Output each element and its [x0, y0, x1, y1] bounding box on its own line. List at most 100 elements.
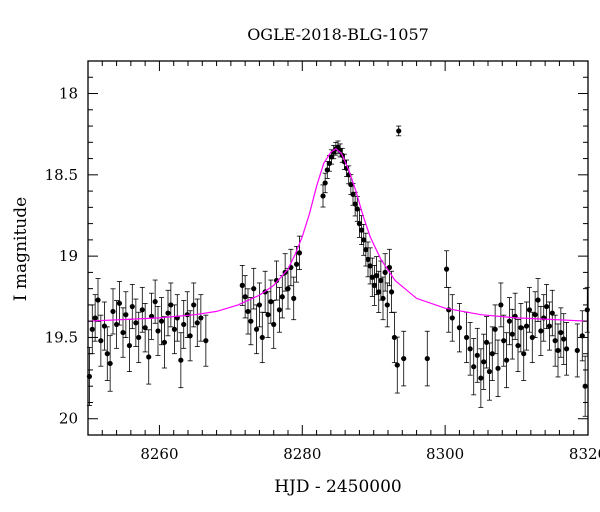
y-tick-label: 19 [59, 247, 78, 265]
data-point [181, 321, 187, 328]
data-point [259, 334, 265, 341]
data-point [552, 338, 558, 344]
data-point [449, 315, 455, 321]
data-point [253, 326, 260, 332]
data-point [456, 325, 463, 331]
data-point [279, 294, 285, 300]
chart-title: OGLE-2018-BLG-1057 [247, 25, 429, 44]
y-tick-label: 19.5 [45, 328, 78, 346]
data-point [322, 180, 328, 186]
data-point [276, 307, 283, 313]
data-point [110, 308, 116, 315]
data-point [474, 352, 480, 358]
data-point [129, 303, 135, 310]
data-point [293, 261, 300, 267]
data-point [242, 294, 248, 300]
data-point [543, 303, 550, 310]
data-point [248, 318, 254, 324]
data-point [376, 289, 382, 295]
data-point [239, 282, 245, 288]
data-point [463, 334, 470, 341]
data-point [382, 269, 388, 275]
data-point [296, 250, 303, 256]
data-point [123, 312, 129, 318]
data-point [161, 339, 168, 345]
data-point [194, 320, 200, 326]
data-point [498, 302, 504, 308]
data-point [98, 338, 104, 344]
data-point [506, 318, 513, 324]
data-point [561, 336, 567, 342]
data-point [503, 357, 510, 363]
data-point [285, 286, 291, 292]
data-point [352, 201, 358, 207]
data-point [354, 206, 360, 212]
data-point [328, 154, 335, 160]
data-point [378, 277, 384, 284]
data-point [92, 315, 98, 321]
data-point [256, 302, 263, 308]
data-point [486, 368, 493, 375]
data-point [350, 191, 356, 197]
data-point [483, 339, 490, 345]
data-point [365, 256, 371, 262]
data-point [268, 299, 274, 305]
y-axis-title: I magnitude [11, 197, 31, 301]
data-point [509, 331, 515, 337]
data-point [380, 295, 386, 302]
data-point [104, 351, 110, 357]
data-point [501, 338, 507, 344]
data-point [191, 302, 197, 308]
data-point [443, 266, 450, 272]
data-point [515, 342, 521, 349]
data-point [358, 227, 365, 233]
data-point [401, 355, 407, 362]
data-point [356, 221, 363, 227]
model-layer [87, 148, 589, 322]
data-point [388, 289, 395, 295]
data-point [532, 312, 538, 318]
x-tick-label: 8280 [283, 445, 321, 463]
data-point [101, 323, 108, 329]
data-point [178, 357, 184, 363]
data-point [371, 282, 378, 288]
data-point [373, 273, 380, 279]
x-axis-title: HJD - 2450000 [274, 477, 402, 497]
data-point [95, 297, 101, 303]
data-point [574, 347, 580, 354]
y-tick-label: 20 [59, 410, 78, 428]
x-tick-label: 8320 [569, 445, 600, 463]
data-point [198, 315, 204, 321]
data-point [142, 325, 148, 331]
x-tick-label: 8300 [426, 445, 464, 463]
data-point [171, 326, 178, 332]
data-point [245, 308, 251, 315]
data-point [271, 321, 277, 328]
data-point [471, 364, 477, 370]
data-point [155, 328, 161, 334]
data-point [168, 302, 174, 308]
data-point [251, 286, 257, 292]
data-point [523, 323, 530, 329]
data-point [363, 247, 369, 253]
data-point [538, 328, 544, 334]
data-point [361, 237, 367, 243]
data-point [320, 193, 326, 199]
data-point [558, 329, 564, 336]
data-point [526, 307, 533, 313]
data-point [326, 160, 333, 167]
axis-layer: 8260 8280 8300 8320 18 18.5 19 19.5 20 [45, 60, 600, 463]
data-point [394, 362, 400, 368]
data-point [369, 274, 375, 280]
data-point [133, 320, 139, 326]
data-point [546, 323, 553, 329]
outlier-point [396, 128, 402, 134]
y-tick-label: 18.5 [45, 166, 78, 184]
data-layer [86, 125, 590, 417]
data-point [492, 326, 498, 332]
data-point [265, 312, 271, 318]
data-point [291, 295, 297, 302]
data-point [146, 354, 152, 360]
data-point [273, 277, 280, 284]
